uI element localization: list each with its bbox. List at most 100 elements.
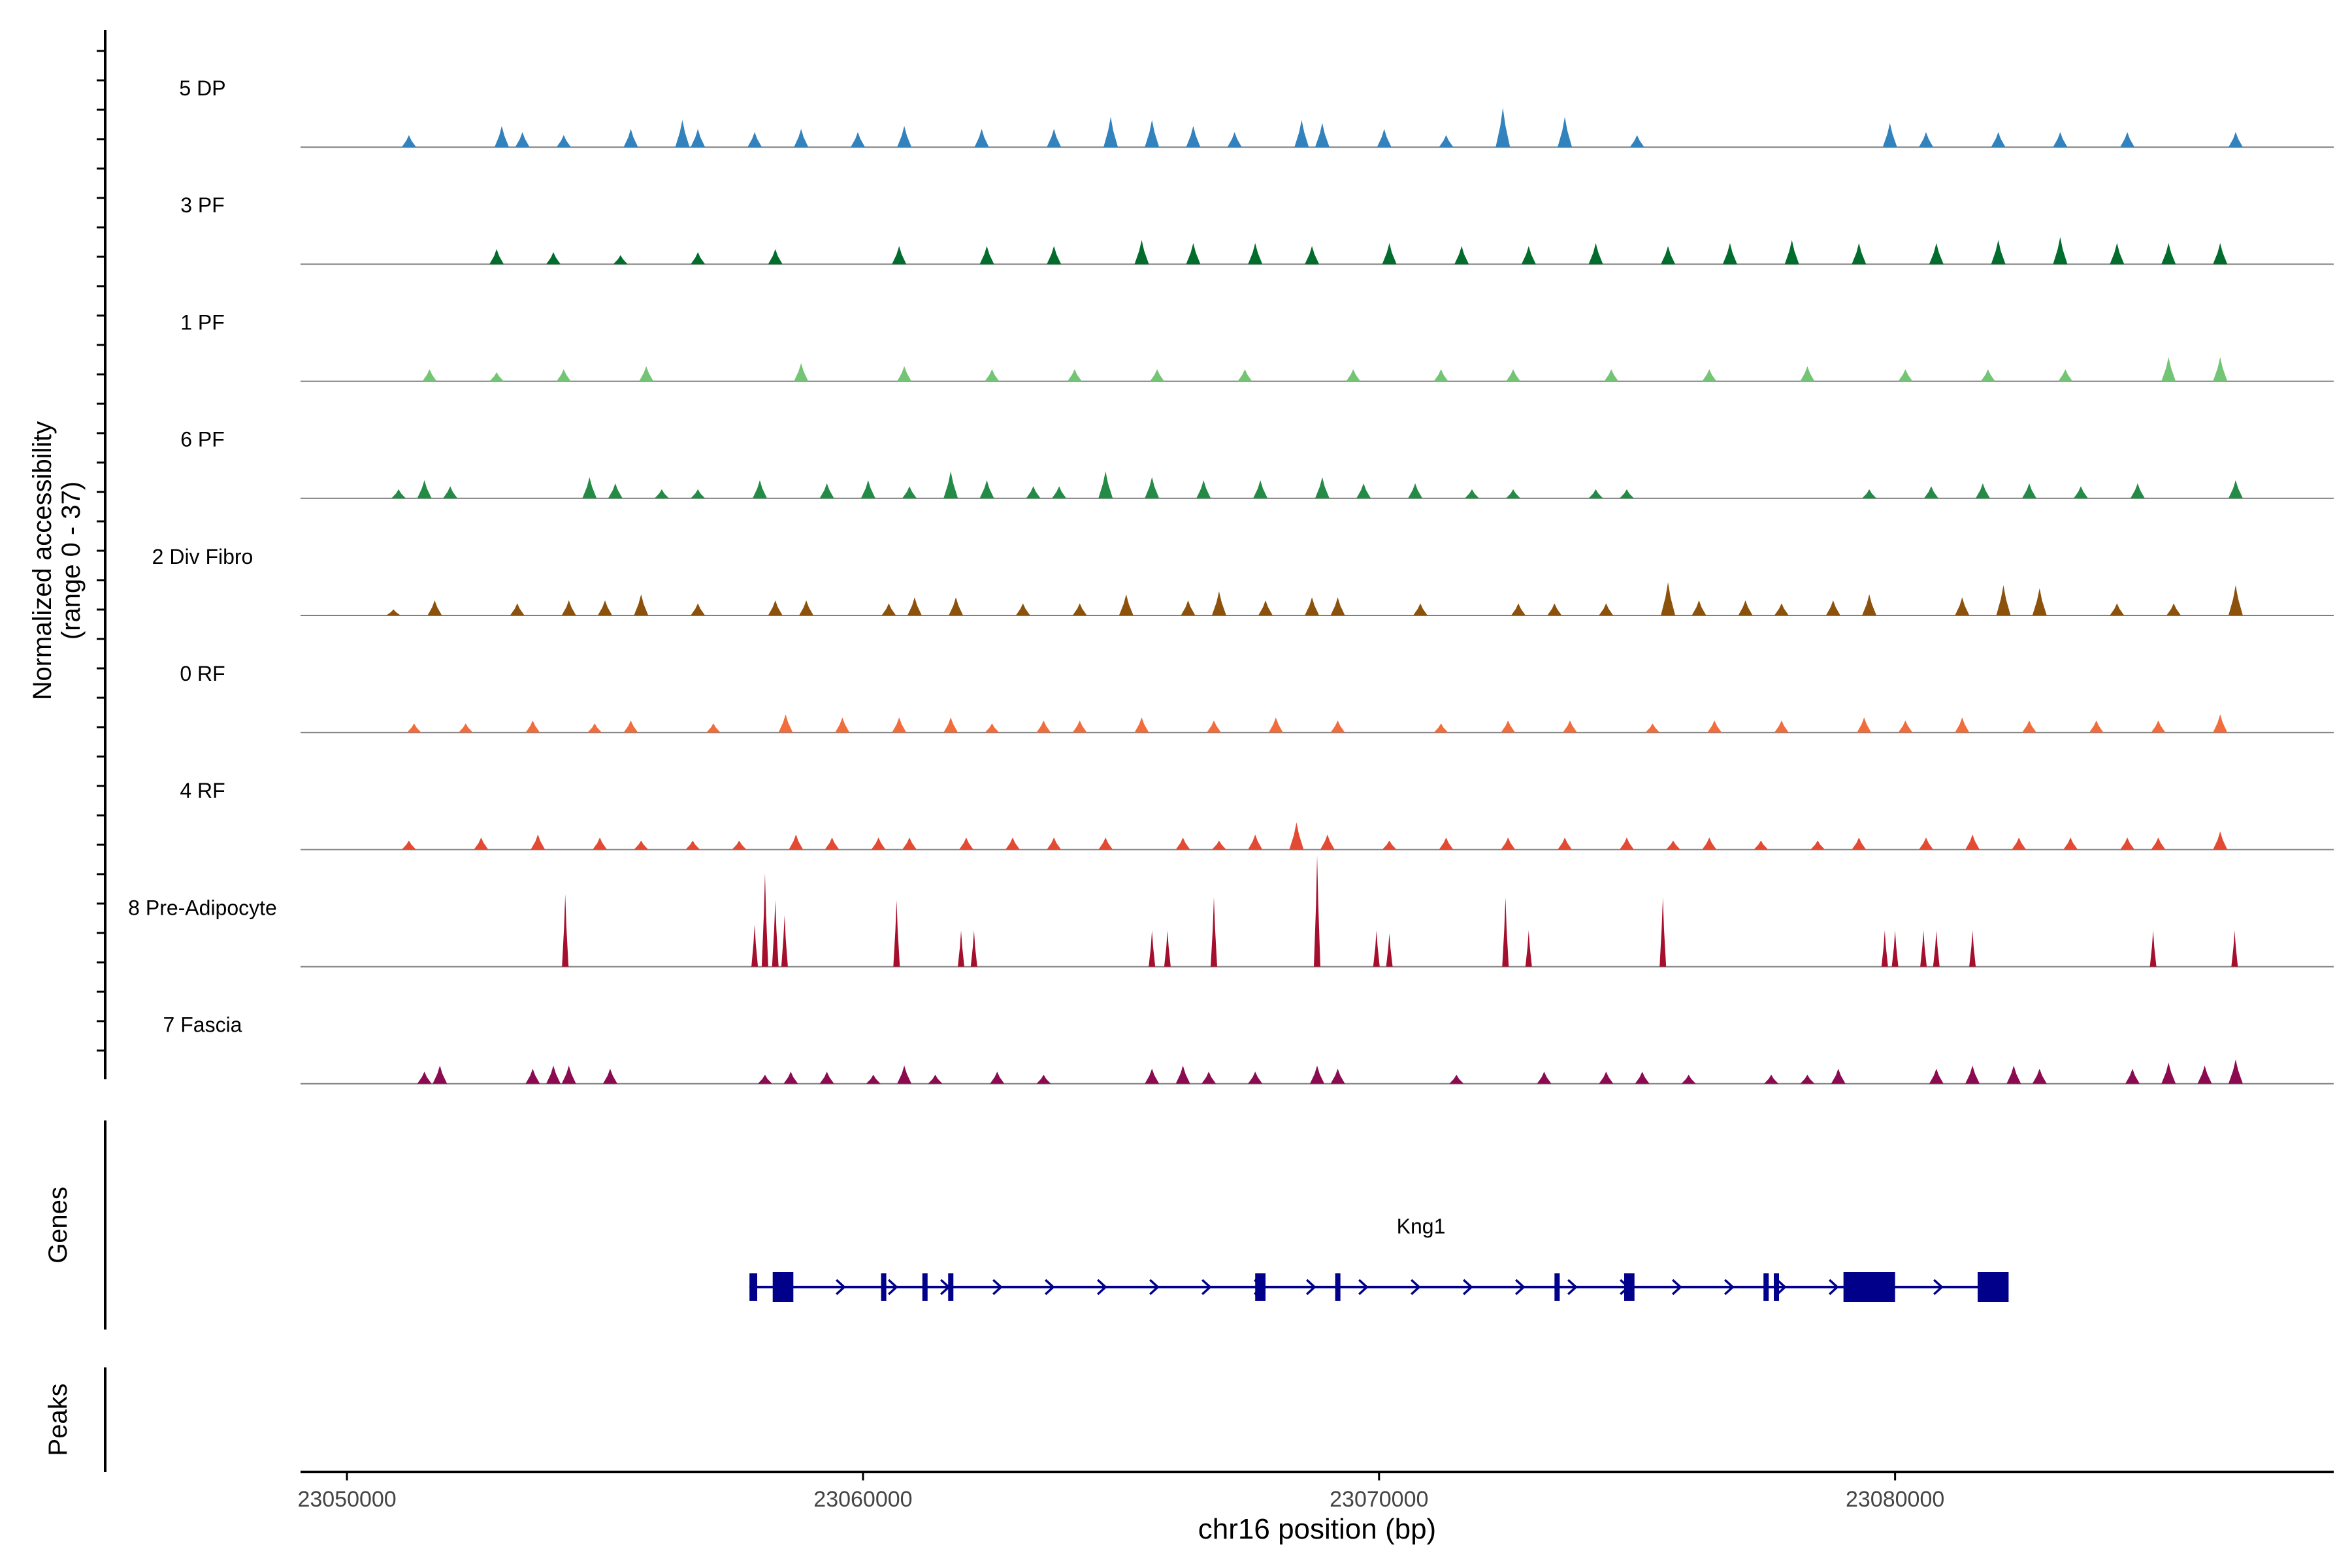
coverage-peak xyxy=(613,255,628,265)
coverage-peak xyxy=(1047,129,1062,148)
coverage-peak xyxy=(1382,840,1397,850)
coverage-peak xyxy=(1196,480,1211,498)
coverage-peak xyxy=(1413,603,1428,615)
coverage-peak xyxy=(1047,837,1062,850)
coverage-peak xyxy=(747,132,762,148)
coverage-peak xyxy=(1186,125,1201,148)
coverage-peak xyxy=(851,132,865,148)
coverage-peak xyxy=(1181,600,1196,615)
gene-exon xyxy=(1843,1272,1895,1302)
coverage-peak xyxy=(819,483,834,498)
coverage-peak xyxy=(433,1066,448,1084)
coverage-peak xyxy=(1454,246,1469,265)
coverage-peak xyxy=(2228,480,2243,498)
coverage-peak xyxy=(2058,369,2073,382)
coverage-peak xyxy=(706,723,721,733)
track-2-div-fibro: 2 Div Fibro xyxy=(152,545,2334,616)
gene-exon xyxy=(881,1273,887,1301)
coverage-peak xyxy=(1965,1066,1980,1084)
coverage-peak xyxy=(1588,243,1603,265)
coverage-peak xyxy=(1314,855,1320,967)
coverage-peak xyxy=(1134,240,1149,265)
coverage-peak xyxy=(1955,597,1970,615)
coverage-peak xyxy=(1501,720,1516,733)
coverage-peak xyxy=(943,717,958,733)
gene-exon xyxy=(1624,1273,1635,1301)
coverage-peak xyxy=(685,840,700,850)
coverage-peak xyxy=(691,252,706,265)
coverage-peak xyxy=(406,723,421,733)
coverage-peak xyxy=(1315,477,1330,498)
coverage-peak xyxy=(525,720,540,733)
coverage-peak xyxy=(835,717,850,733)
coverage-peak xyxy=(1330,720,1345,733)
coverage-peak xyxy=(2130,483,2145,498)
peaks-panel-label: Peaks xyxy=(44,1383,73,1456)
coverage-peak xyxy=(732,840,747,850)
x-axis-label: chr16 position (bp) xyxy=(1198,1513,1436,1545)
coverage-peak xyxy=(1991,132,2006,148)
coverage-peak xyxy=(1439,135,1454,148)
gene-exon xyxy=(749,1273,758,1301)
coverage-peak xyxy=(1645,723,1660,733)
coverage-peak xyxy=(602,1068,617,1084)
strand-arrow xyxy=(992,1279,1003,1296)
coverage-peak xyxy=(1449,1074,1464,1084)
strand-arrow xyxy=(1776,1279,1787,1296)
coverage-peak xyxy=(2161,1062,2176,1084)
coverage-peak xyxy=(401,840,416,850)
coverage-peak xyxy=(1320,834,1335,850)
track-label: 8 Pre-Adipocyte xyxy=(128,896,277,919)
coverage-peak xyxy=(1666,840,1680,850)
coverage-peak xyxy=(2120,132,2135,148)
coverage-peak xyxy=(1211,897,1217,967)
coverage-peak xyxy=(985,369,1000,382)
coverage-peak xyxy=(2213,831,2228,850)
coverage-peak xyxy=(1145,120,1160,148)
coverage-peak xyxy=(2151,837,2166,850)
coverage-peak xyxy=(2110,603,2125,615)
genes-panel-label: Genes xyxy=(44,1186,73,1264)
strand-arrow xyxy=(1358,1279,1369,1296)
track-0-rf: 0 RF xyxy=(180,662,2334,734)
coverage-peak xyxy=(979,246,994,265)
coverage-peak xyxy=(1852,243,1867,265)
track-label: 1 PF xyxy=(180,310,225,334)
gene-model xyxy=(749,1272,2009,1302)
coverage-peak xyxy=(1373,930,1380,967)
coverage-peak xyxy=(691,603,706,615)
coverage-peak xyxy=(2161,243,2176,265)
coverage-peak xyxy=(1237,369,1252,382)
coverage-peak xyxy=(1919,837,1933,850)
coverage-peak xyxy=(510,603,525,615)
coverage-peak xyxy=(639,366,654,382)
coverage-peak xyxy=(1067,369,1082,382)
coverage-peak xyxy=(897,1066,912,1084)
coverage-peak xyxy=(1386,933,1393,967)
coverage-peak xyxy=(1537,1071,1552,1084)
coverage-peak xyxy=(546,1066,561,1084)
y-axis-ticks xyxy=(97,50,105,1052)
coverage-peak xyxy=(1525,930,1532,967)
coverage-peak xyxy=(1501,837,1516,850)
coverage-peak xyxy=(1052,486,1067,498)
coverage-peak xyxy=(1629,135,1644,148)
coverage-peak xyxy=(1635,1071,1650,1084)
gene-exon xyxy=(1774,1273,1780,1301)
coverage-peak xyxy=(1103,116,1119,148)
coverage-peak xyxy=(2053,237,2068,265)
coverage-peak xyxy=(871,837,886,850)
coverage-peak xyxy=(556,369,571,382)
coverage-peak xyxy=(598,600,612,615)
gene-exon xyxy=(1554,1273,1560,1301)
coverage-peak xyxy=(1784,240,1799,265)
coverage-peak xyxy=(985,723,1000,733)
coverage-peak xyxy=(1227,132,1242,148)
coverage-peak xyxy=(401,135,416,148)
coverage-peak xyxy=(958,837,973,850)
coverage-peak xyxy=(1465,489,1479,498)
track-8-pre-adipocyte: 8 Pre-Adipocyte xyxy=(128,855,2334,968)
coverage-peak xyxy=(623,720,638,733)
coverage-peak xyxy=(1857,717,1872,733)
gene-exon xyxy=(948,1273,954,1301)
